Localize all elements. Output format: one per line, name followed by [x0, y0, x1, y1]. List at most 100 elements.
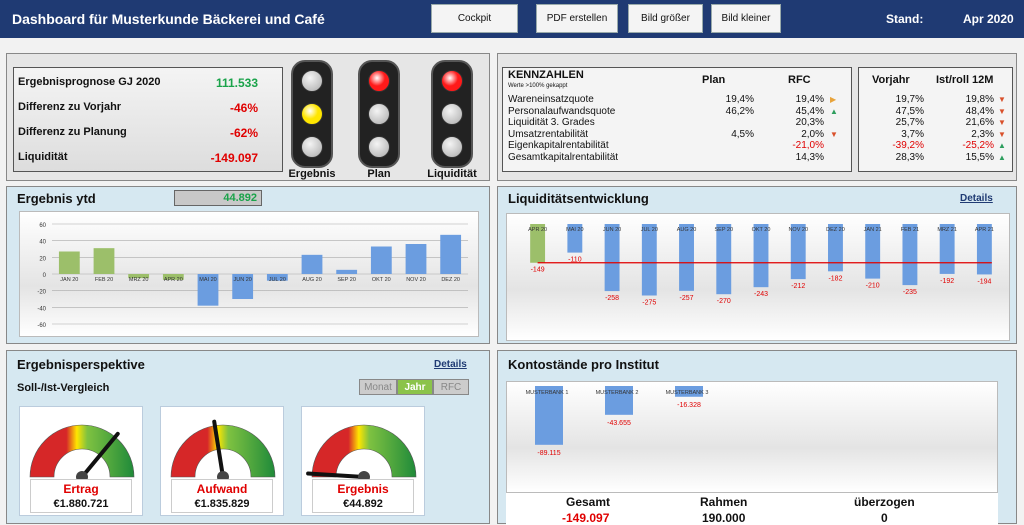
ytd-bar	[162, 274, 184, 280]
perspektive-panel: Ergebnisperspektive Details Soll-/Ist-Ve…	[6, 350, 490, 524]
x-tick-label: MUSTERBANK 3	[666, 390, 709, 396]
arrow-down-icon: ▼	[998, 118, 1006, 127]
data-label: -210	[866, 283, 880, 290]
liquidity-bar	[865, 224, 881, 279]
kennzahl-rfc: 14,3%	[795, 151, 824, 163]
ytd-bar	[58, 251, 80, 274]
kpi-label: Differenz zu Vorjahr	[18, 101, 122, 113]
y-tick-label: 60	[39, 223, 46, 229]
gauge-label-box: Ertrag €1.880.721	[30, 479, 132, 513]
liquidity-bar	[716, 224, 732, 295]
y-tick-label: -20	[37, 290, 46, 296]
ytd-bar	[336, 269, 358, 274]
ergebnis-chart-area: 60 40 20 0 -20 -40 -60 JAN 20 FEB 20 MRZ 20 APR 20…	[19, 211, 479, 337]
kennzahl-label: Liquidität 3. Grades	[508, 117, 595, 128]
x-tick-label: JUN 20	[233, 277, 251, 283]
x-tick-label: JUN 20	[603, 227, 621, 233]
stand-value: Apr 2020	[963, 12, 1014, 26]
dashboard-title: Dashboard für Musterkunde Bäckerei und C…	[12, 11, 325, 27]
ytd-bar	[93, 248, 115, 274]
ergebnis-ytd-panel: Ergebnis ytd 44.892 60 40 20 0 -20 -40 -60 JAN …	[6, 186, 490, 344]
stand-label: Stand:	[886, 12, 924, 26]
y-tick-label: 40	[39, 240, 46, 246]
traffic-lamp-red	[301, 70, 323, 92]
traffic-lamp-red	[441, 70, 463, 92]
kennzahl-vorjahr: 47,5%	[895, 105, 924, 117]
x-tick-label: APR 20	[164, 277, 183, 283]
konto-summary: Gesamt Rahmen überzogen -149.097 190.000…	[506, 493, 998, 525]
zoom-in-button[interactable]: Bild größer	[628, 4, 703, 33]
vorjahr-box	[858, 67, 1013, 172]
kennzahl-vorjahr: 25,7%	[895, 117, 924, 128]
x-tick-label: OKT 20	[752, 227, 771, 233]
x-tick-label: AUG 20	[302, 277, 322, 283]
konto-bar	[605, 386, 633, 415]
kennzahl-ist: 15,5%	[965, 151, 994, 163]
x-tick-label: DEZ 20	[826, 227, 845, 233]
arrow-down-icon: ▼	[830, 129, 838, 139]
arrow-down-icon: ▼	[998, 129, 1006, 139]
ytd-bar	[440, 234, 462, 274]
perspektive-details-link[interactable]: Details	[434, 359, 467, 370]
ytd-bar	[232, 274, 254, 299]
traffic-lamp-yellow	[301, 103, 323, 125]
kennzahl-plan: 4,5%	[731, 128, 754, 140]
x-tick-label: JUL 20	[269, 277, 286, 283]
liquidity-bar	[753, 224, 769, 288]
kennzahl-label: Eigenkapitalrentabilität	[508, 140, 609, 151]
y-tick-label: -40	[37, 306, 46, 312]
traffic-light	[291, 60, 333, 168]
gauge-card: Ergebnis €44.892	[301, 406, 425, 516]
kennzahl-ist: -25,2%	[962, 140, 994, 151]
liquidity-bar	[641, 224, 657, 296]
liquiditaet-title: Liquiditätsentwicklung	[508, 191, 649, 206]
x-tick-label: APR 20	[528, 227, 547, 233]
segment-monat[interactable]: Monat	[359, 379, 397, 395]
x-tick-label: MAI 20	[199, 277, 216, 283]
x-tick-label: DEZ 20	[441, 277, 460, 283]
cockpit-button[interactable]: Cockpit	[431, 4, 518, 33]
x-tick-label: MUSTERBANK 1	[526, 390, 569, 396]
ytd-bar	[301, 254, 323, 274]
gauge-label-box: Ergebnis €44.892	[312, 479, 414, 513]
traffic-light-label: Ergebnis	[288, 168, 336, 180]
gauge-arc	[170, 424, 276, 478]
overview-panel: Ergebnisprognose GJ 2020 111.533 Differenz…	[6, 53, 490, 181]
data-label: -212	[791, 283, 805, 290]
gauge-value: €1.880.721	[53, 498, 109, 510]
arrow-down-icon: ▼	[998, 106, 1006, 116]
gauge-card: Aufwand €1.835.829	[160, 406, 284, 516]
y-tick-label: 20	[39, 256, 46, 262]
gauge-needle	[306, 471, 366, 479]
liquidity-bar	[939, 224, 955, 274]
kennzahl-plan: 46,2%	[725, 105, 754, 117]
gauge-needle	[212, 419, 225, 479]
kennzahl-vorjahr: -39,2%	[892, 140, 924, 151]
traffic-lamp-green	[301, 136, 323, 158]
liquidity-bar	[902, 224, 918, 286]
pdf-export-button[interactable]: PDF erstellen	[536, 4, 618, 33]
data-label: -149	[531, 267, 545, 274]
gauge-name: Ergebnis	[337, 482, 389, 496]
data-label: -243	[754, 291, 768, 298]
data-label: -110	[568, 257, 582, 264]
kennzahl-label: Personalaufwandsquote	[508, 105, 616, 117]
col-ist-header: Ist/roll 12M	[936, 74, 994, 86]
gauge-value: €1.835.829	[194, 498, 250, 510]
zoom-out-button[interactable]: Bild kleiner	[711, 4, 781, 33]
col-vorjahr-header: Vorjahr	[872, 74, 910, 86]
kennzahl-ist: 2,3%	[971, 128, 994, 140]
segment-rfc[interactable]: RFC	[433, 379, 469, 395]
segment-jahr[interactable]: Jahr	[397, 379, 433, 395]
kennzahl-ist: 21,6%	[965, 117, 994, 128]
konto-chart: MUSTERBANK 1 -89.115 MUSTERBANK 2 -43.655 MU…	[526, 386, 709, 457]
data-label: -257	[680, 295, 694, 302]
kennzahl-rfc: 19,4%	[795, 94, 824, 105]
x-tick-label: JUL 20	[641, 227, 658, 233]
kennzahlen-title: KENNZAHLEN	[508, 69, 584, 81]
konto-bar	[675, 386, 703, 397]
gauge-card: Ertrag €1.880.721	[19, 406, 143, 516]
kennzahl-vorjahr: 28,3%	[895, 151, 924, 163]
ergebnis-ytd-value: 44.892	[174, 190, 262, 206]
liquiditaet-details-link[interactable]: Details	[960, 193, 993, 204]
